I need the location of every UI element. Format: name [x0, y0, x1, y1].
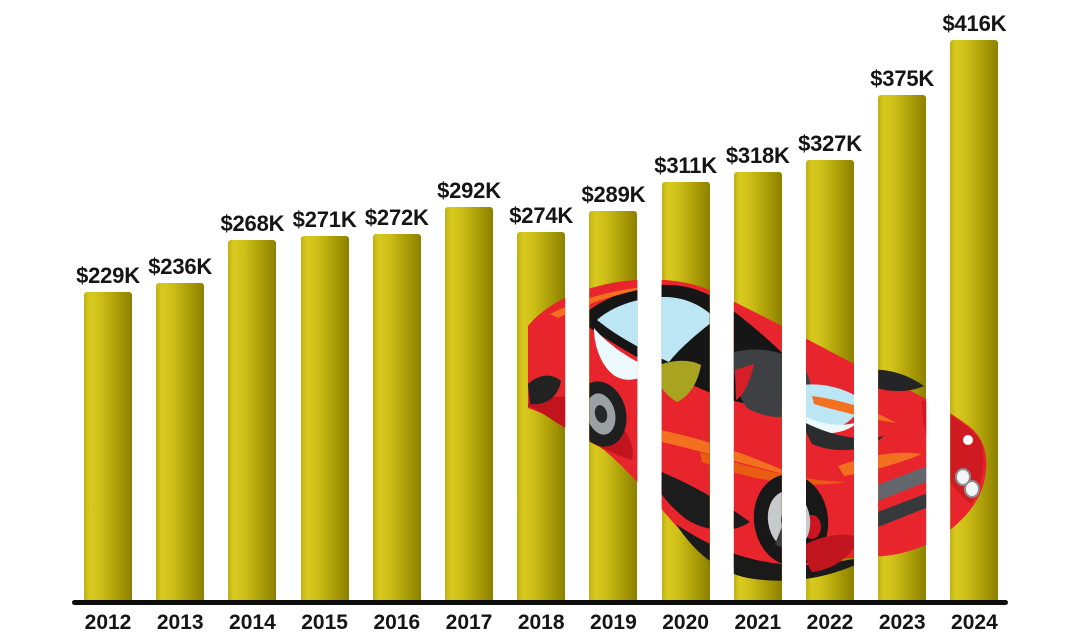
value-label-2024: $416K: [942, 10, 1007, 36]
bar-2021: [733, 172, 782, 602]
bar-2022: [806, 160, 854, 602]
year-label-2020: 2020: [662, 611, 709, 634]
value-label-2022: $327K: [798, 130, 862, 156]
year-label-2024: 2024: [951, 611, 998, 634]
value-label-2020: $311K: [654, 152, 717, 178]
year-label-2023: 2023: [878, 611, 926, 634]
value-label-2023: $375K: [870, 65, 935, 91]
year-label-2019: 2019: [590, 611, 637, 634]
bar-2018: [517, 232, 566, 602]
year-label-2015: 2015: [301, 611, 348, 634]
bar-2017: [445, 207, 493, 602]
value-label-2014: $268K: [220, 210, 285, 236]
bar-2020: [661, 182, 710, 602]
year-label-2016: 2016: [373, 611, 421, 634]
value-label-2018: $274K: [509, 202, 574, 228]
bar-2019: [589, 211, 638, 602]
x-axis-line: [72, 600, 1008, 605]
value-label-2013: $236K: [148, 253, 213, 279]
bar-2012: [84, 292, 132, 602]
bar-2015: [300, 236, 349, 602]
year-label-2021: 2021: [734, 611, 782, 634]
value-label-2015: $271K: [292, 206, 357, 232]
value-label-2016: $272K: [364, 204, 429, 230]
year-label-2017: 2017: [445, 611, 493, 634]
bar-2013: [156, 283, 205, 602]
year-label-2022: 2022: [806, 611, 854, 634]
bar-2024: [950, 40, 999, 602]
year-label-2012: 2012: [84, 611, 132, 634]
bar-2023: [878, 95, 927, 602]
bar-2016: [372, 234, 421, 602]
year-label-2013: 2013: [156, 611, 204, 634]
value-label-2017: $292K: [437, 177, 501, 203]
year-label-2018: 2018: [517, 611, 565, 634]
value-label-2019: $289K: [581, 181, 646, 207]
bar-2014: [228, 240, 277, 602]
value-label-2021: $318K: [725, 142, 790, 168]
value-label-2012: $229K: [76, 262, 140, 288]
year-label-2014: 2014: [229, 611, 276, 634]
